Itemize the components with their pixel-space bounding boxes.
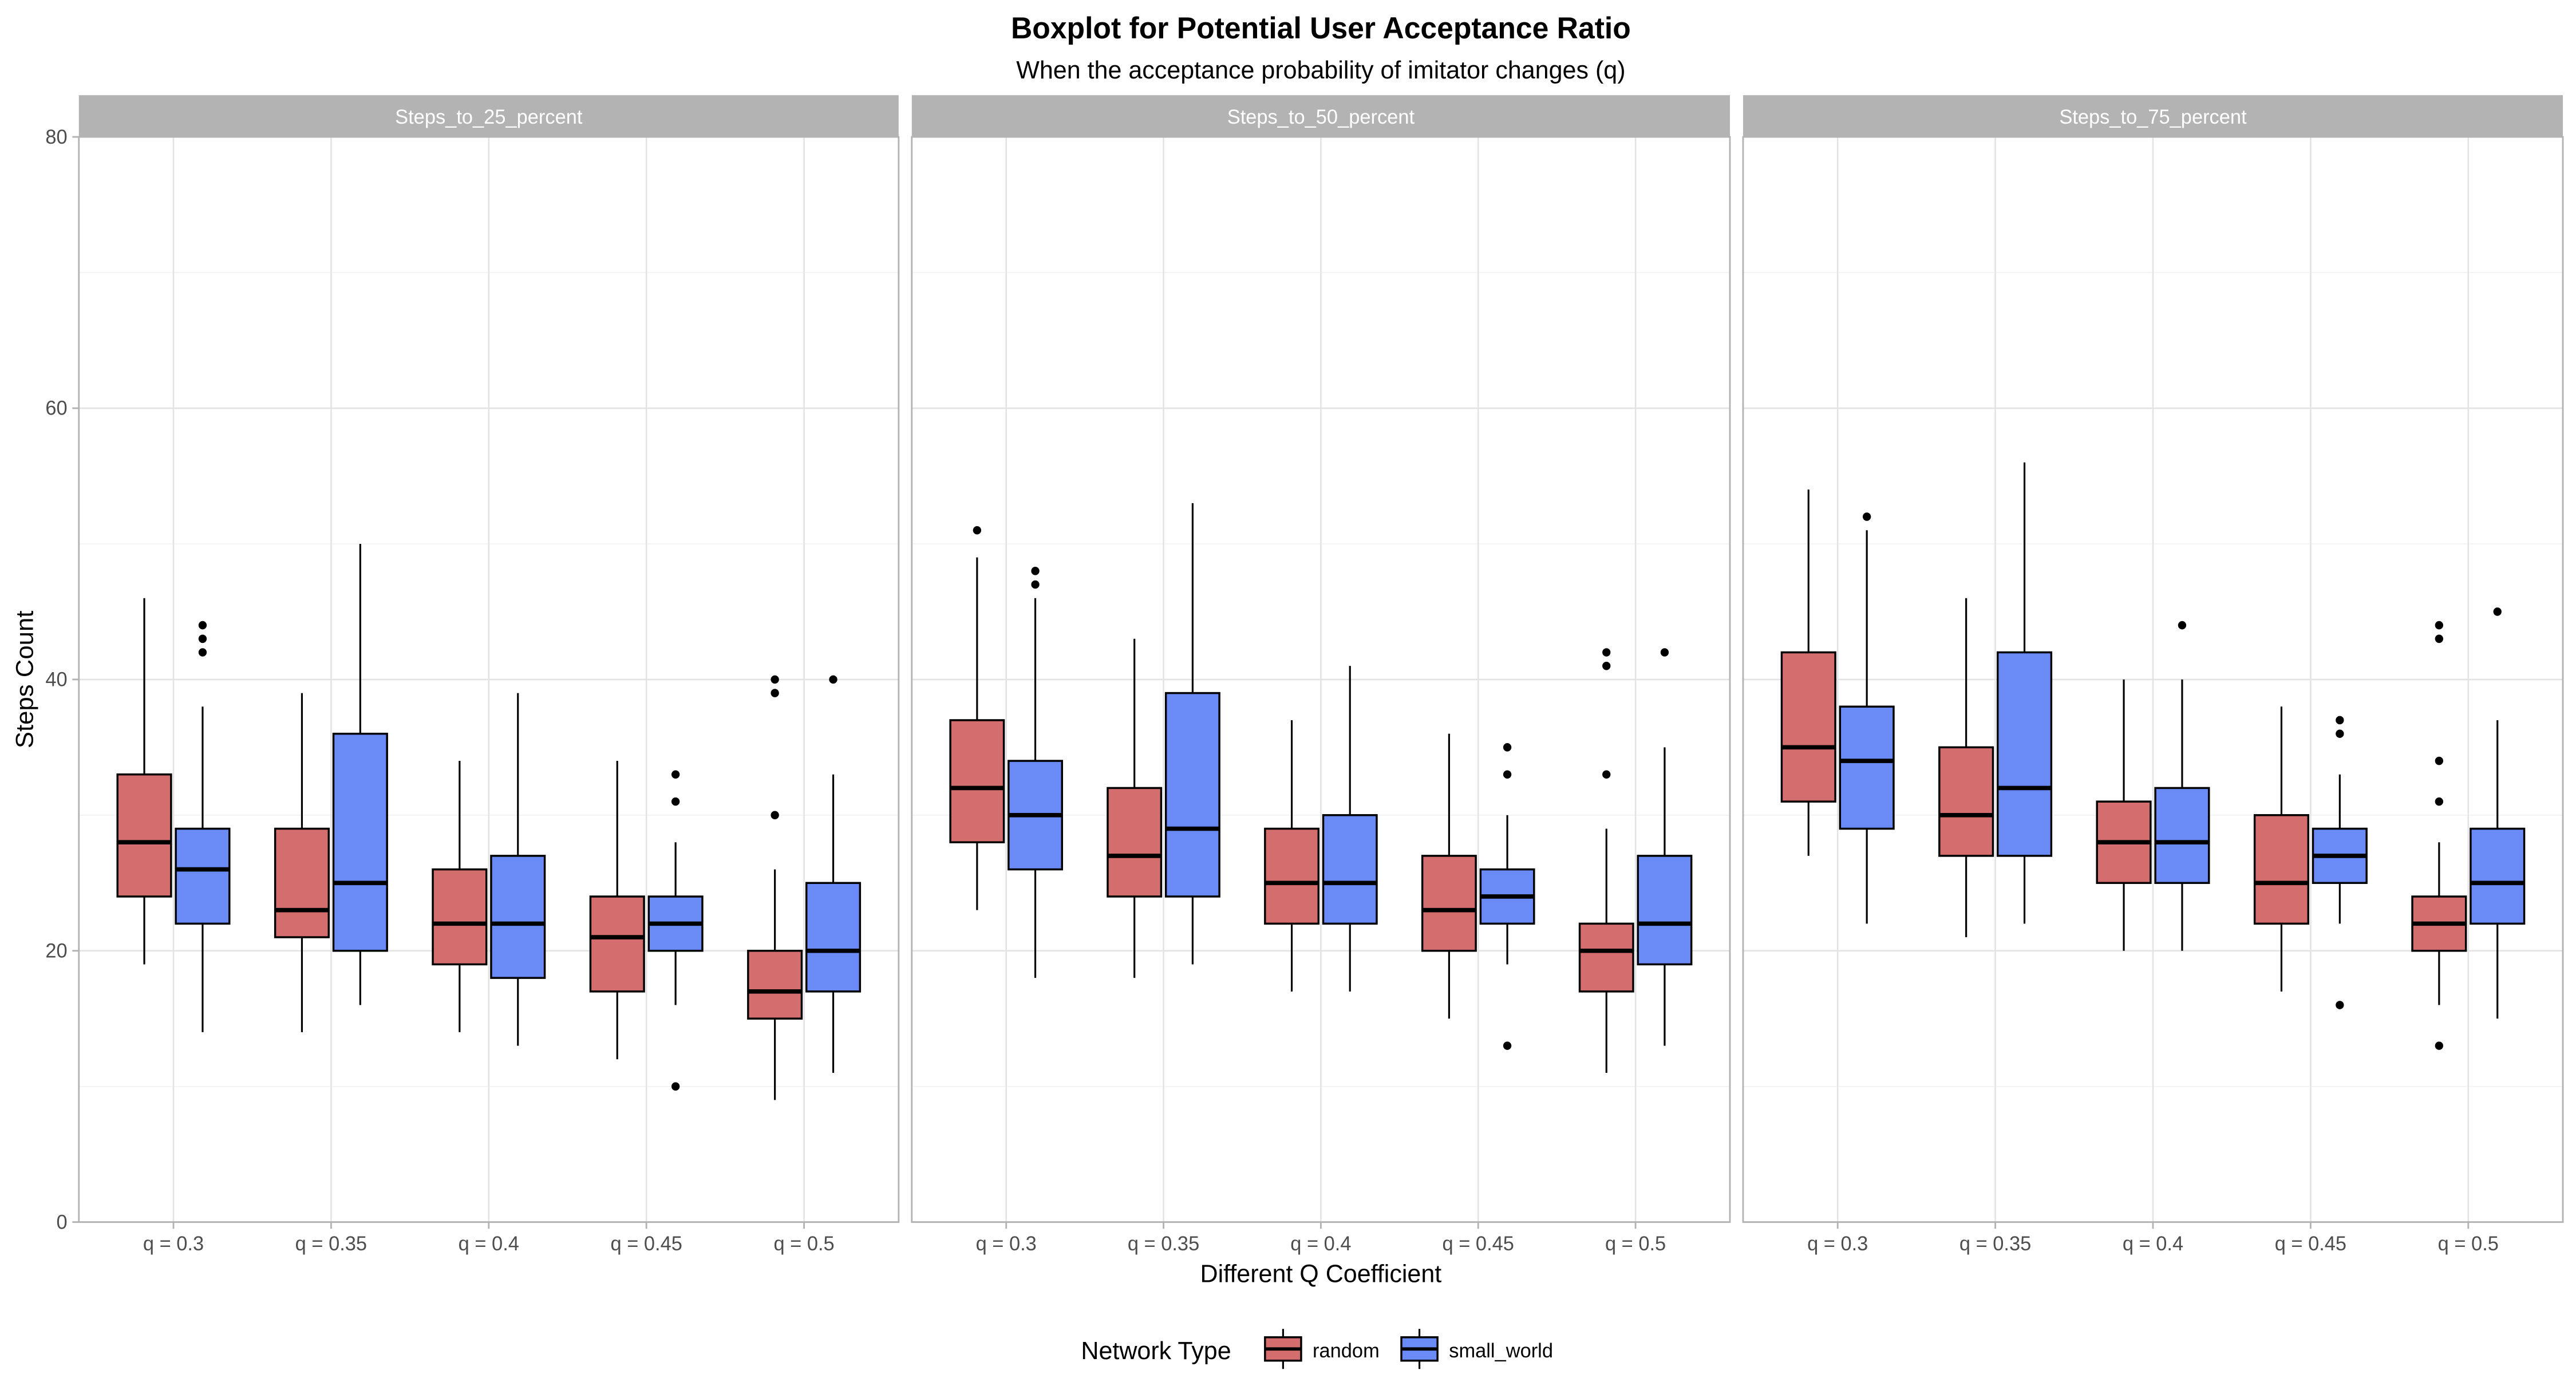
outlier-point-random-q-0.3-panel2 bbox=[973, 526, 982, 535]
box-random-q-0.4-panel2 bbox=[1264, 827, 1319, 925]
x-tick-label: q = 0.3 bbox=[1807, 1233, 1868, 1255]
legend-label-small-world: small_world bbox=[1449, 1340, 1553, 1362]
facet-strip bbox=[1743, 95, 2563, 137]
x-tick-label: q = 0.35 bbox=[1128, 1233, 1199, 1255]
outlier-point-small-world-q-0.45-panel3 bbox=[2336, 716, 2344, 725]
y-tick-label: 0 bbox=[57, 1211, 68, 1233]
outlier-point-random-q-0.5-panel3 bbox=[2435, 621, 2444, 630]
chart-subtitle: When the acceptance probability of imita… bbox=[1016, 57, 1625, 84]
outlier-point-small-world-q-0.45-panel1 bbox=[671, 1082, 680, 1091]
outlier-point-random-q-0.5-panel2 bbox=[1602, 648, 1611, 657]
y-axis-title: Steps Count bbox=[11, 611, 39, 749]
outlier-point-random-q-0.5-panel2 bbox=[1602, 770, 1611, 779]
legend-title: Network Type bbox=[1081, 1337, 1231, 1364]
legend: Network Type random small_world bbox=[1081, 1329, 1553, 1369]
box-small-world-q-0.4-panel3 bbox=[2154, 787, 2210, 885]
box-random-q-0.35-panel3 bbox=[1938, 746, 1994, 857]
x-tick-label: q = 0.4 bbox=[1290, 1233, 1351, 1255]
outlier-point-small-world-q-0.3-panel2 bbox=[1031, 580, 1040, 589]
outlier-point-small-world-q-0.3-panel1 bbox=[198, 648, 207, 657]
legend-key-random bbox=[1264, 1329, 1302, 1369]
outlier-point-random-q-0.5-panel3 bbox=[2435, 756, 2444, 765]
box-small-world-q-0.35-panel3 bbox=[1997, 651, 2053, 857]
box-small-world-q-0.5-panel3 bbox=[2470, 827, 2526, 925]
outlier-point-random-q-0.5-panel2 bbox=[1602, 661, 1611, 670]
x-tick-label: q = 0.45 bbox=[2275, 1233, 2346, 1255]
x-tick-label: q = 0.45 bbox=[610, 1233, 682, 1255]
outlier-point-small-world-q-0.4-panel3 bbox=[2178, 621, 2187, 630]
box-random-q-0.4-panel1 bbox=[432, 868, 488, 966]
x-tick-label: q = 0.3 bbox=[976, 1233, 1037, 1255]
legend-key-small-world bbox=[1400, 1329, 1439, 1369]
outlier-point-random-q-0.5-panel1 bbox=[771, 689, 779, 697]
outlier-point-small-world-q-0.5-panel2 bbox=[1660, 648, 1669, 657]
outlier-point-random-q-0.5-panel3 bbox=[2435, 797, 2444, 806]
facet-strip-label: Steps_to_25_percent bbox=[395, 106, 583, 128]
outlier-point-small-world-q-0.3-panel2 bbox=[1031, 567, 1040, 575]
box-small-world-q-0.4-panel2 bbox=[1322, 814, 1378, 925]
x-tick-label: q = 0.4 bbox=[2123, 1233, 2183, 1255]
legend-label-random: random bbox=[1313, 1340, 1380, 1362]
box-small-world-q-0.3-panel3 bbox=[1839, 705, 1895, 830]
box-small-world-q-0.35-panel1 bbox=[332, 732, 388, 952]
box-small-world-q-0.3-panel1 bbox=[175, 827, 231, 925]
outlier-point-random-q-0.5-panel3 bbox=[2435, 634, 2444, 643]
box-random-q-0.5-panel2 bbox=[1578, 922, 1634, 993]
facet-strip bbox=[78, 95, 899, 137]
outlier-point-small-world-q-0.45-panel1 bbox=[671, 797, 680, 806]
x-axis-title: Different Q Coefficient bbox=[1200, 1260, 1442, 1288]
x-tick-label: q = 0.35 bbox=[295, 1233, 367, 1255]
x-tick-label: q = 0.3 bbox=[143, 1233, 204, 1255]
outlier-point-small-world-q-0.45-panel2 bbox=[1503, 770, 1512, 779]
outlier-point-small-world-q-0.3-panel1 bbox=[198, 634, 207, 643]
outlier-point-small-world-q-0.45-panel2 bbox=[1503, 1041, 1512, 1050]
facet-strip-label: Steps_to_50_percent bbox=[1227, 106, 1415, 128]
box-random-q-0.3-panel2 bbox=[949, 719, 1005, 843]
outlier-point-small-world-q-0.5-panel3 bbox=[2493, 607, 2502, 616]
outlier-point-small-world-q-0.45-panel3 bbox=[2336, 729, 2344, 738]
x-tick-label: q = 0.5 bbox=[1605, 1233, 1666, 1255]
facet-strip bbox=[911, 95, 1730, 137]
box-random-q-0.35-panel2 bbox=[1107, 787, 1163, 898]
y-tick-label: 20 bbox=[45, 940, 67, 962]
outlier-point-small-world-q-0.45-panel2 bbox=[1503, 743, 1512, 752]
x-tick-label: q = 0.5 bbox=[2438, 1233, 2499, 1255]
outlier-point-random-q-0.5-panel3 bbox=[2435, 1041, 2444, 1050]
chart-title: Boxplot for Potential User Acceptance Ra… bbox=[1011, 12, 1631, 45]
box-random-q-0.45-panel2 bbox=[1421, 855, 1477, 952]
facet-strip-label: Steps_to_75_percent bbox=[2059, 106, 2247, 128]
outlier-point-small-world-q-0.3-panel3 bbox=[1862, 512, 1871, 521]
outlier-point-small-world-q-0.5-panel1 bbox=[829, 675, 837, 684]
y-tick-label: 40 bbox=[45, 669, 67, 690]
x-tick-label: q = 0.5 bbox=[773, 1233, 834, 1255]
box-small-world-q-0.5-panel1 bbox=[805, 882, 862, 993]
y-tick-label: 80 bbox=[45, 127, 67, 148]
box-random-q-0.3-panel3 bbox=[1780, 651, 1836, 803]
box-random-q-0.5-panel1 bbox=[747, 950, 803, 1020]
outlier-point-small-world-q-0.45-panel1 bbox=[671, 770, 680, 779]
box-random-q-0.45-panel3 bbox=[2253, 814, 2309, 925]
outlier-point-small-world-q-0.3-panel1 bbox=[198, 621, 207, 630]
box-small-world-q-0.5-panel2 bbox=[1637, 855, 1693, 966]
x-tick-label: q = 0.45 bbox=[1443, 1233, 1514, 1255]
outlier-point-small-world-q-0.45-panel3 bbox=[2336, 1001, 2344, 1009]
box-random-q-0.3-panel1 bbox=[116, 773, 172, 898]
outlier-point-random-q-0.5-panel1 bbox=[771, 675, 779, 684]
box-random-q-0.35-panel1 bbox=[274, 827, 330, 938]
x-tick-label: q = 0.35 bbox=[1959, 1233, 2031, 1255]
box-random-q-0.45-panel1 bbox=[589, 895, 645, 993]
box-small-world-q-0.4-panel1 bbox=[490, 855, 546, 979]
x-tick-label: q = 0.4 bbox=[459, 1233, 519, 1255]
y-tick-label: 60 bbox=[45, 397, 67, 419]
outlier-point-random-q-0.5-panel1 bbox=[771, 811, 779, 820]
box-small-world-q-0.35-panel2 bbox=[1164, 692, 1220, 898]
